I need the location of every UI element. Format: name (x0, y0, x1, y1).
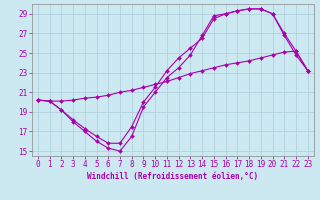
X-axis label: Windchill (Refroidissement éolien,°C): Windchill (Refroidissement éolien,°C) (87, 172, 258, 181)
